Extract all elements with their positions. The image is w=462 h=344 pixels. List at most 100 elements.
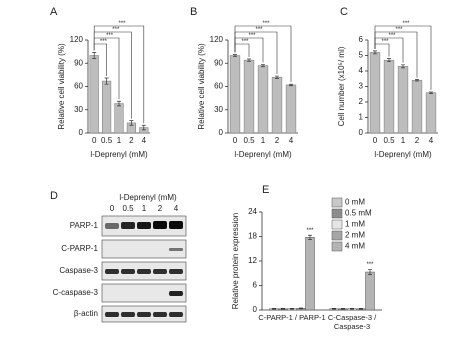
error-bar <box>299 307 303 310</box>
bar <box>383 59 395 134</box>
lane-label: 0 <box>110 204 115 213</box>
blot <box>101 215 187 323</box>
error-bar <box>368 269 372 275</box>
y-axis-label: Relative cell viability (%) <box>57 43 66 130</box>
y-tick-label: 0 <box>79 128 84 137</box>
significance-bracket <box>234 43 250 57</box>
x-axis-label: l-Deprenyl (mM) <box>90 150 148 159</box>
band <box>137 269 151 274</box>
significance-label: *** <box>402 21 410 27</box>
x-tick-label-box: C-Caspase-3 / Caspase-3 <box>327 313 377 331</box>
y-tick-label: 6 <box>253 281 258 290</box>
bar <box>257 65 269 134</box>
error-bar <box>359 308 363 310</box>
significance-label: *** <box>255 27 263 33</box>
band <box>169 269 183 274</box>
x-tick-label: 0.5 <box>101 136 113 145</box>
y-tick-label: 120 <box>70 35 84 44</box>
significance-label: *** <box>366 262 374 268</box>
x-axis-label: l-Deprenyl (mM) <box>374 150 432 159</box>
y-tick-label: 24 <box>248 207 257 216</box>
band <box>105 312 119 317</box>
bar <box>89 55 99 134</box>
significance-label: *** <box>118 21 126 27</box>
y-tick-label: 18 <box>248 232 257 241</box>
significance-label: *** <box>381 39 389 45</box>
significance-bracket <box>374 25 432 90</box>
bar <box>229 55 241 134</box>
error-bar <box>129 120 134 126</box>
y-tick-label: 30 <box>74 105 83 114</box>
bar <box>114 103 124 134</box>
panel-label: E <box>262 184 269 196</box>
error-bar <box>247 58 251 62</box>
legend-swatch <box>331 230 343 241</box>
band <box>153 269 167 274</box>
x-tick-label: 1 <box>401 136 406 145</box>
significance-label: *** <box>262 21 270 27</box>
significance-bracket <box>234 25 292 83</box>
row-label: Caspase-3 <box>59 266 98 275</box>
legend-label: 1 mM <box>345 220 365 229</box>
error-bar <box>341 308 345 310</box>
y-tick-label: 0 <box>359 128 364 137</box>
error-bar <box>92 52 97 59</box>
error-bar <box>373 50 377 55</box>
row-label: C-PARP-1 <box>61 244 98 253</box>
band <box>121 312 135 317</box>
bar <box>102 80 112 134</box>
y-axis-label: Relative cell viability (%) <box>197 43 206 130</box>
legend-label: 4 mM <box>345 242 365 251</box>
y-tick-label: 4 <box>359 66 364 75</box>
x-tick-label: 2 <box>129 136 134 145</box>
lane-label: 4 <box>174 204 179 213</box>
y-axis-label: Relative protein expression <box>231 213 240 310</box>
legend-swatch <box>331 197 343 208</box>
y-tick-label: 60 <box>214 82 223 91</box>
significance-label: *** <box>112 27 120 33</box>
y-tick-label: 1 <box>359 113 364 122</box>
y-tick-label: 120 <box>210 35 224 44</box>
significance-label: *** <box>106 33 114 39</box>
error-bar <box>308 234 312 240</box>
band <box>121 222 135 229</box>
x-tick-label: 0.5 <box>243 136 255 145</box>
error-bar <box>104 77 109 85</box>
x-tick-label: C-Caspase-3 / Caspase-3 <box>327 313 377 331</box>
band <box>153 312 167 317</box>
bar <box>271 76 283 134</box>
y-tick-label: 30 <box>214 105 223 114</box>
bar <box>285 84 297 134</box>
significance-label: *** <box>306 228 314 234</box>
error-bar <box>429 91 433 94</box>
error-bar <box>261 64 265 68</box>
panel-label: D <box>50 190 58 202</box>
lane-label: 1 <box>142 204 147 213</box>
x-tick-label: 1 <box>117 136 122 145</box>
lane-label: 2 <box>158 204 163 213</box>
x-tick-label: 4 <box>289 136 294 145</box>
legend-label: 0.5 mM <box>345 209 372 218</box>
panel-label: C <box>340 6 348 18</box>
panel-label: B <box>190 6 197 18</box>
x-tick-label: 0 <box>373 136 378 145</box>
x-tick-label: 0 <box>233 136 238 145</box>
y-tick-label: 3 <box>359 82 364 91</box>
band <box>169 248 183 251</box>
row-label: β-actin <box>74 309 98 318</box>
error-bar <box>275 75 279 79</box>
error-bar <box>141 124 146 131</box>
band <box>105 223 119 229</box>
y-tick-label: 5 <box>359 51 364 60</box>
band <box>169 312 183 317</box>
bar <box>365 271 375 311</box>
legend-label: 0 mM <box>345 198 365 207</box>
bar <box>243 59 255 134</box>
blot-strip <box>101 283 187 303</box>
band <box>105 269 119 274</box>
bar <box>411 80 423 134</box>
error-bar <box>401 64 405 69</box>
y-tick-label: 90 <box>214 58 223 67</box>
blot-title: l-Deprenyl (mM) <box>119 193 177 202</box>
band <box>137 222 151 229</box>
